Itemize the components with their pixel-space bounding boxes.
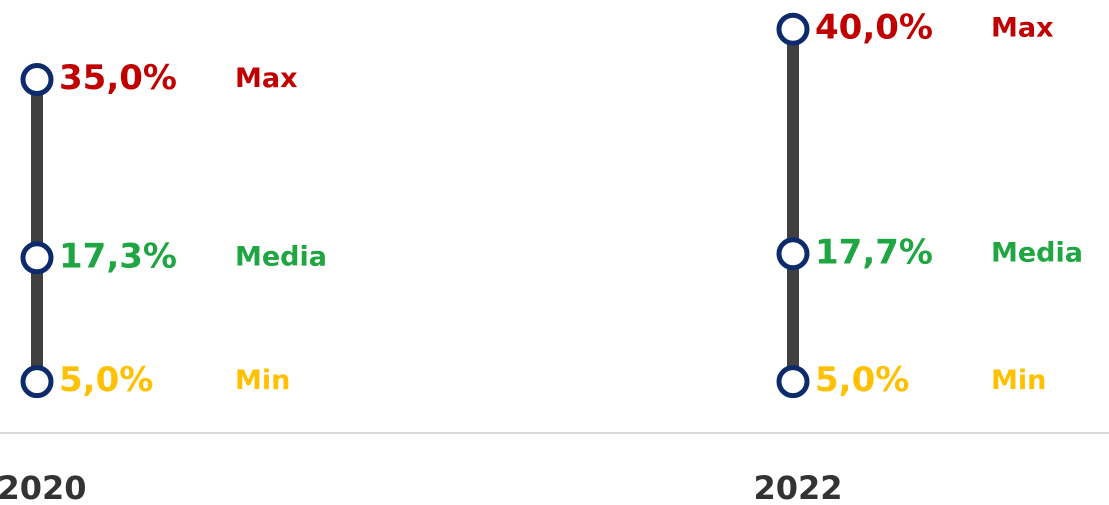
point-marker (776, 365, 810, 399)
value-label: 5,0% (815, 360, 909, 400)
series-name: Media (991, 237, 1083, 268)
point-marker (776, 12, 810, 46)
value-label: 5,0% (59, 360, 153, 400)
category-label: 2020 (0, 469, 87, 505)
series-name: Media (235, 241, 327, 272)
value-label: 40,0% (815, 8, 933, 48)
series-name: Min (991, 365, 1046, 396)
category-label: 2022 (753, 469, 842, 505)
point-marker (20, 241, 54, 275)
series-name: Max (991, 13, 1054, 44)
series-name: Max (235, 63, 298, 94)
value-label: 35,0% (59, 58, 177, 98)
point-marker (776, 237, 810, 271)
value-label: 17,7% (815, 232, 933, 272)
series-name: Min (235, 365, 290, 396)
point-marker (20, 365, 54, 399)
value-label: 17,3% (59, 236, 177, 276)
point-marker (20, 63, 54, 97)
